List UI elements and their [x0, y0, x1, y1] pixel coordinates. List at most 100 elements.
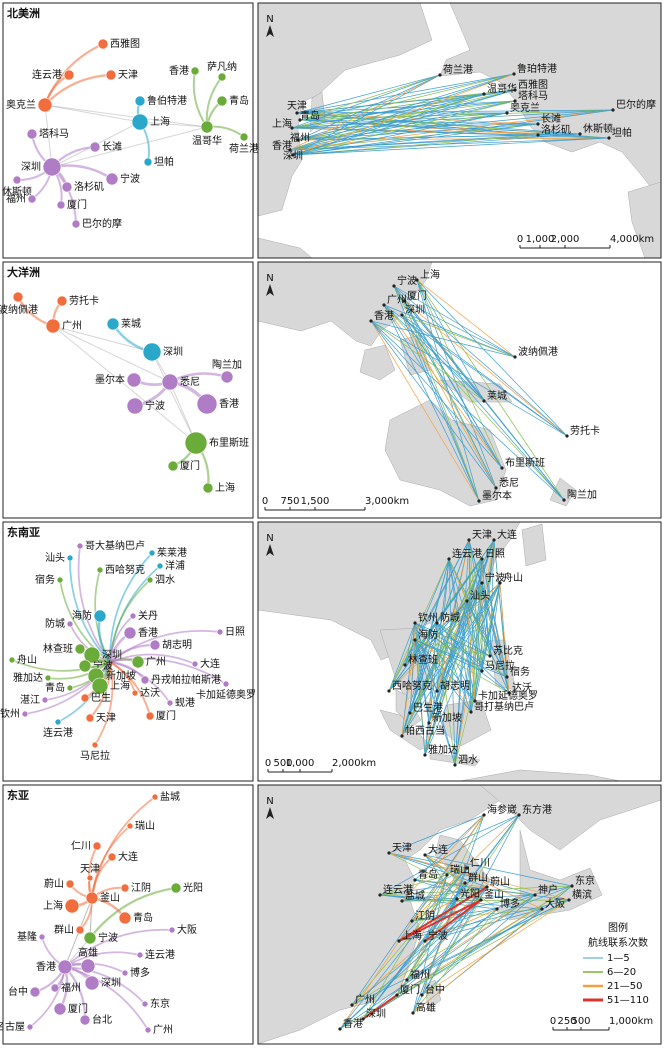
route — [416, 279, 503, 469]
network-node — [134, 95, 146, 107]
node-label: 布里斯班 — [209, 436, 249, 449]
node-label: 深圳 — [102, 649, 122, 661]
node-label: 上海 — [215, 481, 235, 494]
land — [258, 3, 433, 217]
node-label: 厦门 — [180, 459, 200, 472]
routes — [289, 73, 614, 156]
route — [292, 93, 485, 156]
port-dot — [513, 88, 517, 92]
network-edge — [64, 966, 149, 1031]
port-dot — [400, 734, 404, 738]
node-label: 釜山 — [100, 891, 120, 904]
route — [297, 100, 516, 141]
node-label: 荷兰港 — [229, 142, 259, 155]
port-label: 福州 — [290, 131, 310, 144]
node-label: 青岛 — [133, 911, 153, 924]
port-label: 温哥华 — [487, 82, 517, 95]
network-node — [168, 926, 176, 934]
route — [412, 898, 458, 1014]
node-label: 舟山 — [17, 653, 37, 666]
route — [351, 814, 485, 1006]
land — [521, 523, 547, 567]
route — [424, 874, 448, 942]
network-edge — [44, 104, 208, 128]
port-dot — [480, 669, 484, 673]
port-label: 釜山 — [484, 888, 504, 901]
port-dot — [512, 72, 516, 76]
route — [454, 539, 470, 766]
land — [258, 262, 433, 347]
route — [409, 582, 483, 714]
port-dot — [296, 138, 300, 142]
route — [401, 314, 516, 358]
port-label: 高雄 — [416, 1001, 436, 1014]
port-dot — [295, 111, 299, 115]
network-node — [93, 609, 107, 623]
node-label: 宁波 — [120, 172, 140, 185]
node-label: 广州 — [146, 656, 166, 668]
port-label: 天津 — [472, 529, 492, 541]
route — [414, 639, 510, 694]
port-label: 雅加达 — [428, 743, 458, 756]
port-dot — [469, 710, 473, 714]
network-edge — [109, 653, 196, 665]
route — [297, 73, 515, 141]
port-label: 天津 — [392, 842, 412, 854]
network-node — [142, 342, 162, 362]
route — [436, 622, 472, 713]
route — [388, 852, 468, 869]
node-label: 厦门 — [156, 709, 176, 722]
port-label: 巴生港 — [413, 701, 443, 714]
route — [409, 639, 416, 714]
network-node — [145, 711, 155, 721]
network-node — [105, 69, 117, 81]
node-label: 新加坡 — [106, 669, 136, 682]
port-dot — [467, 538, 471, 542]
network-node — [166, 699, 174, 707]
route — [362, 814, 520, 1020]
route — [297, 74, 441, 141]
route — [406, 886, 488, 981]
network-node — [106, 317, 120, 331]
port-label: 胡志明 — [440, 679, 470, 692]
port-label: 大连 — [428, 843, 448, 856]
port-dot — [477, 499, 481, 503]
node-label: 湛江 — [20, 694, 40, 706]
network-frame — [2, 261, 254, 519]
network-node — [96, 566, 104, 574]
route — [416, 279, 565, 501]
port-dot — [395, 993, 399, 997]
route — [414, 639, 491, 657]
node-label: 香港 — [36, 961, 56, 973]
network-node — [56, 295, 68, 307]
port-label: 西哈努克 — [392, 679, 432, 692]
map-frame — [257, 2, 662, 259]
route — [414, 639, 430, 724]
route — [379, 885, 573, 896]
route — [414, 814, 485, 881]
port-dot — [533, 893, 537, 897]
network-node — [144, 1026, 152, 1034]
network-node — [92, 841, 102, 851]
node-label: 连云港 — [32, 68, 62, 81]
route — [466, 600, 508, 678]
route — [414, 639, 456, 766]
network-edge — [47, 661, 111, 680]
port-dot — [536, 133, 540, 137]
port-label: 泗水 — [458, 754, 478, 766]
route — [289, 133, 581, 151]
north-arrow — [266, 807, 274, 819]
region-title: 东南亚 — [7, 525, 40, 539]
route — [414, 639, 426, 756]
region-title: 东亚 — [7, 788, 29, 802]
node-label: 蔚山 — [44, 878, 64, 890]
port-label: 悉尼 — [499, 477, 519, 489]
node-label: 长滩 — [102, 140, 122, 153]
port-dot — [423, 939, 427, 943]
network-node — [216, 95, 228, 107]
network-node — [170, 882, 182, 894]
route — [296, 93, 485, 114]
route — [339, 894, 536, 1030]
network-node — [63, 69, 75, 81]
network-node — [37, 97, 53, 113]
